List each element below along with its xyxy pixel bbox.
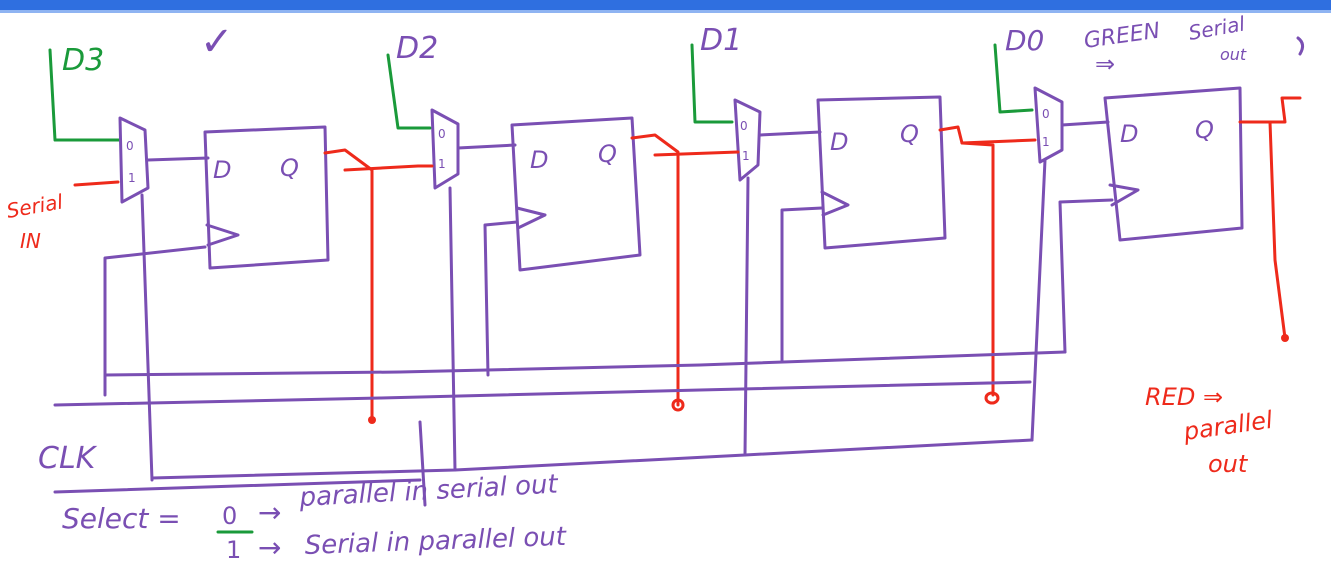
ff1-q-label: Q — [900, 120, 919, 148]
green-note-arrow: ⇒ — [1095, 50, 1115, 78]
input-label-d3: D3 — [62, 43, 104, 78]
wire-mux1-ff1 — [758, 130, 822, 137]
input-label-d0: D0 — [1005, 24, 1044, 57]
flipflop-0: D Q — [1103, 86, 1244, 242]
ff2-q-label: Q — [598, 140, 617, 168]
red-note-2: parallel — [1181, 406, 1275, 446]
ff1-d-label: D — [830, 128, 848, 156]
top-bar-highlight — [0, 10, 1331, 13]
mux-2-in0: 0 — [438, 127, 446, 141]
mux-3: 0 1 — [118, 116, 150, 204]
green-note-text-1: Serial — [1187, 11, 1247, 45]
red-output-wires — [323, 96, 1302, 424]
mux-2-in1: 1 — [438, 157, 446, 171]
flipflop-2: D Q — [510, 116, 642, 272]
checkmark: ✓ — [200, 19, 234, 65]
red-note-1: RED ⇒ — [1145, 383, 1223, 411]
ff2-d-label: D — [530, 146, 548, 174]
select-wiring — [53, 158, 1047, 507]
ff0-q-label: Q — [1195, 116, 1214, 144]
ff0-d-label: D — [1120, 120, 1138, 148]
mux-0-in1: 1 — [1042, 135, 1050, 149]
mux-2: 0 1 — [430, 108, 460, 190]
select-opt1-value: 1 — [226, 536, 241, 564]
select-opt0-value: 0 — [222, 502, 237, 530]
mux-0-in0: 0 — [1042, 107, 1050, 121]
flipflop-1: D Q — [816, 95, 947, 250]
select-opt0-arrow: → — [258, 496, 281, 529]
ff3-q-label: Q — [280, 154, 299, 182]
select-label: Select = — [62, 502, 181, 535]
mux-1-in1: 1 — [742, 149, 750, 163]
green-note-text-2: out — [1220, 45, 1247, 64]
mux-1-in0: 0 — [740, 119, 748, 133]
serial-in-label-1: Serial — [5, 189, 65, 223]
wire-mux0-ff0 — [1060, 120, 1110, 127]
select-opt0-text: parallel in serial out — [298, 469, 559, 513]
select-opt1-text: Serial in parallel out — [304, 522, 567, 561]
mux-1: 0 1 — [733, 98, 762, 182]
mux-3-in1: 1 — [128, 171, 136, 185]
input-label-d1: D1 — [700, 23, 742, 58]
select-opt1-arrow: → — [258, 531, 281, 564]
serial-in-wire — [73, 180, 120, 187]
green-note-bracket — [1296, 36, 1305, 56]
input-label-d2: D2 — [396, 31, 438, 66]
clock-wiring — [53, 198, 1114, 407]
mux-3-in0: 0 — [126, 139, 134, 153]
mux-0: 0 1 — [1033, 86, 1064, 164]
flipflop-3: D Q — [203, 125, 330, 270]
green-input-lines — [48, 43, 1034, 142]
wire-mux2-ff2 — [456, 143, 517, 150]
top-bar — [0, 0, 1331, 10]
clk-label: CLK — [38, 441, 98, 476]
red-note-3: out — [1208, 450, 1249, 478]
wire-mux3-ff3 — [146, 156, 210, 162]
serial-in-label-2: IN — [20, 229, 41, 253]
green-note-color: GREEN — [1082, 19, 1161, 54]
ff3-d-label: D — [213, 156, 231, 184]
